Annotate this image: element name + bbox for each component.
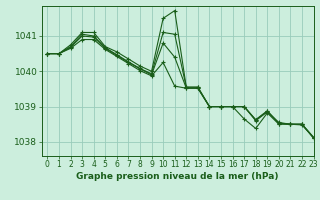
X-axis label: Graphe pression niveau de la mer (hPa): Graphe pression niveau de la mer (hPa) xyxy=(76,172,279,181)
